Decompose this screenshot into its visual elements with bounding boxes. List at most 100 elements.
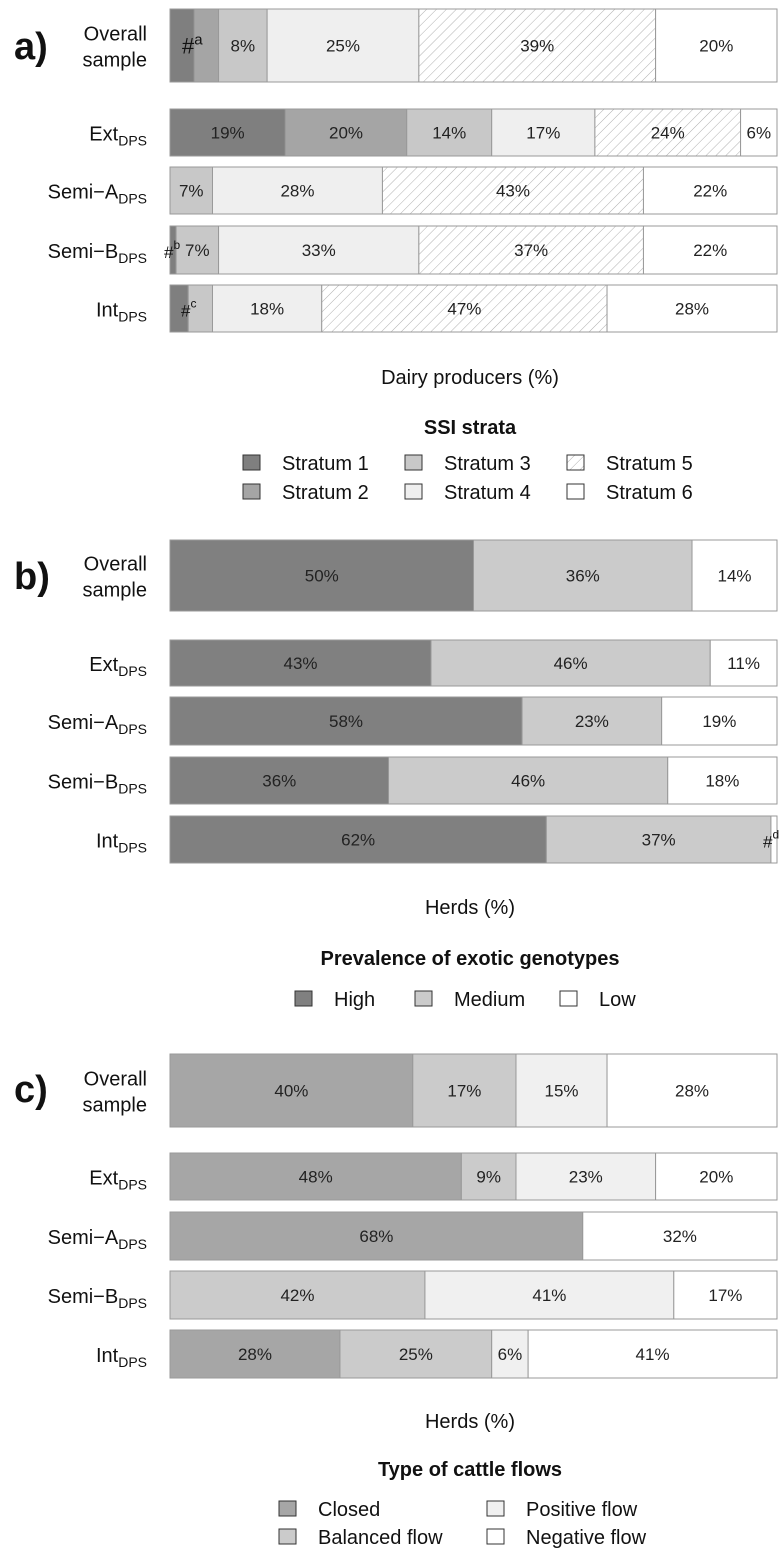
data-label: 19%: [211, 124, 245, 143]
bar-row: IntDPS 62% 37%: [96, 815, 778, 864]
bar-frame: [169, 108, 778, 157]
panel-label: a): [14, 26, 48, 68]
data-label: 28%: [675, 1082, 709, 1101]
data-label: 20%: [329, 124, 363, 143]
legend-item: High: [294, 989, 375, 1011]
legend-label: Medium: [454, 989, 525, 1011]
data-label: 41%: [636, 1345, 670, 1364]
legend-swatch: [566, 454, 585, 471]
legend-swatch: [559, 990, 578, 1007]
bar-frame: [169, 1270, 778, 1320]
bar-segment: [460, 1152, 517, 1201]
bar-row: Semi−BDPS 36% 46% 18%: [48, 756, 778, 805]
data-label: 32%: [663, 1227, 697, 1246]
data-label: 37%: [642, 831, 676, 850]
data-label: 46%: [511, 772, 545, 791]
category-label-line2: sample: [83, 50, 147, 72]
bar-segment: [673, 1270, 778, 1320]
bar-segment: [218, 225, 420, 275]
legend-label: Closed: [318, 1499, 380, 1521]
legend-item: Stratum 4: [404, 482, 531, 504]
bar-segment: [642, 166, 778, 215]
data-label: 28%: [675, 300, 709, 319]
legend-swatch: [486, 1500, 505, 1517]
bar-row: ExtDPS 43% 46% 11%: [89, 639, 778, 687]
bar-segment: [169, 1211, 584, 1261]
x-axis-label: Herds (%): [425, 897, 515, 919]
bar-frame: [169, 166, 778, 215]
legend-swatch: [278, 1500, 297, 1517]
data-label: 48%: [299, 1168, 333, 1187]
legend-title: SSI strata: [424, 417, 517, 439]
legend: SSI strata Stratum 1 Stratum 2 Stratum 3 Str…: [242, 417, 693, 504]
data-label: 36%: [262, 772, 296, 791]
legend-title: Prevalence of exotic genotypes: [320, 948, 619, 970]
legend-item: Stratum 1: [242, 453, 369, 475]
panel-2: b) Overall sample 50% 36% 14% ExtDPS 43% 46% 11% S…: [14, 539, 779, 1011]
data-label: 9%: [476, 1168, 501, 1187]
category-label: Overall: [84, 1069, 147, 1091]
panel-3: c) Overall sample 40% 17% 15% 28% ExtDPS 48% 9% 23…: [14, 1053, 778, 1549]
category-label: Overall: [84, 554, 147, 576]
category-label: Semi−BDPS: [48, 772, 147, 797]
legend-label: Positive flow: [526, 1499, 638, 1521]
data-label: 62%: [341, 831, 375, 850]
legend-label: Stratum 1: [282, 453, 369, 475]
legend-label: Stratum 4: [444, 482, 531, 504]
bar-row: ExtDPS 19% 20% 14% 17% 24% 6%: [89, 108, 778, 157]
legend-label: Balanced flow: [318, 1527, 443, 1549]
data-label: 14%: [717, 567, 751, 586]
data-label: 7%: [179, 182, 204, 201]
bar-frame: [169, 1329, 778, 1379]
data-label: 8%: [231, 37, 256, 56]
bar-segment: [740, 108, 778, 157]
category-label: ExtDPS: [89, 124, 147, 149]
data-label: 24%: [651, 124, 685, 143]
legend-item: Low: [559, 989, 636, 1011]
bar-row: IntDPS 28% 25% 6% 41%: [96, 1329, 778, 1379]
bar-frame: [169, 225, 778, 275]
bar-segment: [169, 8, 195, 83]
annotation-mark: #b: [164, 238, 180, 262]
legend-title: Type of cattle flows: [378, 1459, 562, 1481]
category-label: Semi−ADPS: [48, 1227, 147, 1252]
legend: Type of cattle flows Closed Balanced flow P…: [278, 1459, 647, 1549]
data-label: 40%: [274, 1082, 308, 1101]
legend-label: Stratum 2: [282, 482, 369, 504]
data-label: 33%: [302, 241, 336, 260]
bar-frame: [169, 284, 778, 333]
legend-item: Stratum 3: [404, 453, 531, 475]
bar-segment: [642, 225, 778, 275]
data-label: 17%: [708, 1286, 742, 1305]
data-label: 68%: [359, 1227, 393, 1246]
panel-label: c): [14, 1069, 48, 1111]
bar-frame: [169, 539, 778, 612]
legend-item: Medium: [414, 989, 525, 1011]
bar-frame: [169, 756, 778, 805]
bar-frame: [169, 1152, 778, 1201]
legend-label: Low: [599, 989, 636, 1011]
data-label: 14%: [432, 124, 466, 143]
x-axis-label: Dairy producers (%): [381, 367, 559, 389]
data-label: 6%: [498, 1345, 523, 1364]
bar-segment: [418, 8, 657, 83]
bar-row: IntDPS 18% 47% 28%: [96, 284, 778, 333]
legend-swatch: [242, 454, 261, 471]
data-label: 25%: [399, 1345, 433, 1364]
bar-segment: [515, 1053, 608, 1128]
category-label-line2: sample: [83, 1095, 147, 1117]
category-label: Semi−ADPS: [48, 182, 147, 207]
legend-swatch: [566, 483, 585, 500]
bar-row: Semi−ADPS 68% 32%: [48, 1211, 778, 1261]
bar-frame: [169, 815, 778, 864]
bar-segment: [218, 8, 268, 83]
legend-swatch: [404, 483, 423, 500]
data-label: 17%: [526, 124, 560, 143]
bar-segment: [418, 225, 644, 275]
legend-item: Stratum 6: [566, 482, 693, 504]
annotation-mark: #a: [182, 32, 203, 59]
category-label: Semi−BDPS: [48, 1286, 147, 1311]
data-label: 20%: [699, 1168, 733, 1187]
legend-label: Stratum 6: [606, 482, 693, 504]
